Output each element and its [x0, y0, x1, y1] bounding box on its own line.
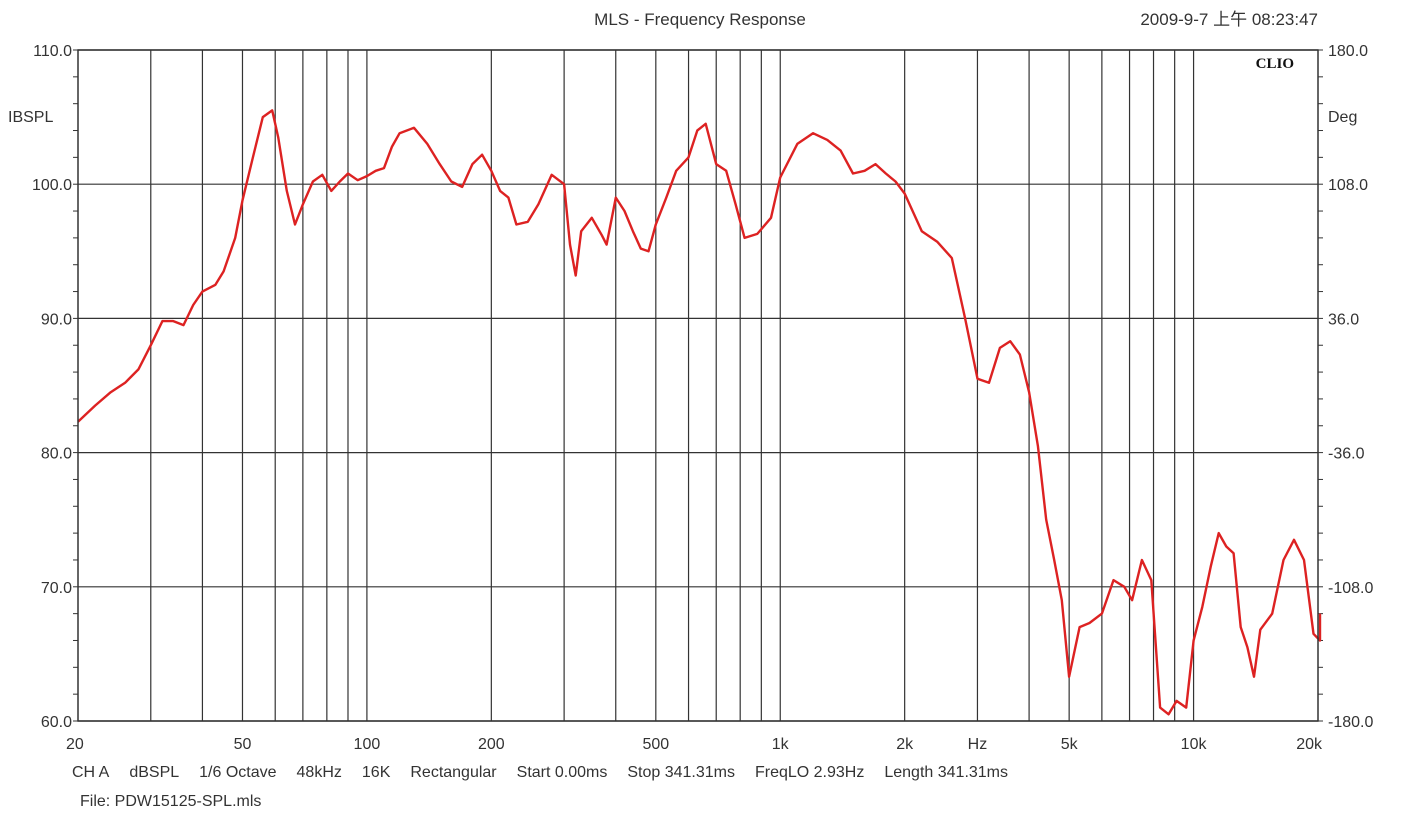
setting-item: Start 0.00ms [516, 764, 608, 781]
y-right-tick-label: -108.0 [1328, 580, 1373, 597]
setting-item: CH A [72, 764, 110, 781]
y-tick-label: 100.0 [32, 177, 72, 194]
y-tick-label: 90.0 [41, 311, 72, 328]
x-unit-label: Hz [968, 736, 988, 753]
x-tick-label: 100 [354, 736, 381, 753]
y-right-tick-label: 108.0 [1328, 177, 1368, 194]
y-tick-label: 80.0 [41, 446, 72, 463]
y-right-tick-label: 180.0 [1328, 43, 1368, 60]
y-right-tick-label: -180.0 [1328, 714, 1373, 731]
x-tick-label: 1k [772, 736, 790, 753]
setting-item: 1/6 Octave [199, 764, 277, 781]
y-right-tick-label: -36.0 [1328, 446, 1365, 463]
chart-title: MLS - Frequency Response [594, 10, 806, 29]
y-tick-label: 60.0 [41, 714, 72, 731]
setting-item: 16K [361, 764, 391, 781]
setting-item: Stop 341.31ms [627, 764, 735, 781]
x-tick-label: 5k [1061, 736, 1079, 753]
x-tick-label: 50 [234, 736, 252, 753]
y-tick-label: 110.0 [33, 43, 72, 60]
file-label: File: PDW15125-SPL.mls [80, 793, 262, 810]
spl-curve [77, 109, 1322, 716]
tick-labels: 60.0 70.0 80.0 90.0 100.0 110.0 -180.0 -108.0 -3… [32, 43, 1374, 753]
x-tick-label: 20k [1296, 736, 1323, 753]
x-tick-label: 2k [896, 736, 914, 753]
x-tick-label: 500 [642, 736, 669, 753]
setting-item: Length 341.31ms [884, 764, 1009, 781]
clio-logo: CLIO [1256, 56, 1294, 72]
measurement-settings: CH A dBSPL 1/6 Octave 48kHz 16K Rectangular St… [72, 764, 1028, 782]
y-axis-label-right: Deg [1328, 109, 1357, 126]
grid-lines [73, 49, 1323, 722]
setting-item: 48kHz [296, 764, 342, 781]
x-tick-label: 10k [1181, 736, 1208, 753]
y-axis-label-left: IBSPL [8, 109, 53, 126]
setting-item: Rectangular [410, 764, 497, 781]
timestamp: 2009-9-7 上午 08:23:47 [1140, 10, 1318, 29]
y-tick-label: 70.0 [41, 580, 72, 597]
plot-frame [77, 49, 1319, 722]
x-tick-label: 20 [66, 736, 84, 753]
x-tick-label: 200 [478, 736, 505, 753]
setting-item: FreqLO 2.93Hz [754, 764, 865, 781]
setting-item: dBSPL [129, 764, 180, 781]
y-right-tick-label: 36.0 [1328, 311, 1359, 328]
